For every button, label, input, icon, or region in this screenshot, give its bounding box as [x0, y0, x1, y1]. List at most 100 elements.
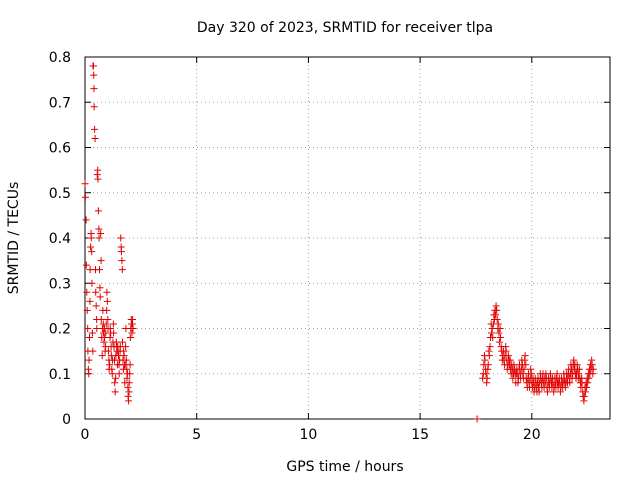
data-point — [90, 103, 98, 111]
data-point — [575, 370, 583, 378]
data-point — [89, 62, 97, 70]
data-point — [88, 248, 96, 256]
data-point — [492, 302, 500, 310]
data-point — [580, 392, 588, 400]
data-point — [493, 315, 501, 323]
data-point — [88, 329, 96, 337]
data-point — [495, 329, 503, 337]
data-point — [100, 338, 108, 346]
data-point — [96, 284, 104, 292]
data-point — [104, 315, 112, 323]
data-point — [553, 370, 561, 378]
y-tick-label: 0.1 — [49, 367, 71, 383]
data-point — [96, 266, 104, 274]
data-point — [106, 334, 114, 342]
data-point — [543, 388, 551, 396]
y-tick-label: 0.3 — [49, 276, 71, 292]
data-point — [585, 374, 593, 382]
data-point — [82, 216, 90, 224]
data-point — [84, 325, 92, 332]
data-point — [97, 257, 105, 265]
data-point — [109, 320, 117, 328]
data-point — [95, 225, 103, 233]
data-point — [122, 343, 130, 351]
y-tick-label: 0.2 — [49, 322, 71, 338]
data-point — [82, 261, 90, 269]
data-point — [81, 193, 89, 201]
data-point — [584, 379, 592, 387]
y-tick-label: 0 — [62, 412, 71, 428]
y-tick-label: 0.4 — [49, 231, 71, 247]
data-point — [527, 370, 535, 378]
x-axis-title: GPS time / hours — [286, 459, 403, 475]
data-point — [83, 288, 91, 296]
data-point — [561, 383, 569, 391]
data-point — [88, 279, 96, 287]
data-point — [527, 365, 535, 373]
data-point — [123, 365, 131, 373]
data-point — [86, 297, 94, 305]
data-point — [96, 293, 104, 301]
data-point — [494, 320, 502, 328]
data-point — [118, 266, 126, 274]
data-point — [110, 329, 118, 337]
data-point — [492, 311, 500, 319]
data-point — [473, 415, 481, 423]
data-point — [581, 388, 589, 396]
data-point — [126, 361, 134, 369]
data-point — [482, 370, 490, 378]
data-point — [481, 356, 489, 364]
data-point — [521, 352, 529, 360]
data-point — [488, 329, 496, 337]
data-point — [119, 338, 127, 346]
data-point — [104, 347, 112, 355]
data-point — [98, 352, 106, 360]
data-point — [484, 361, 492, 369]
data-point — [85, 370, 93, 378]
data-point — [118, 257, 126, 265]
chart-title: Day 320 of 2023, SRMTID for receiver tlp… — [197, 20, 493, 36]
data-point — [495, 338, 503, 346]
data-point — [106, 361, 114, 369]
data-point — [111, 379, 119, 387]
data-point — [583, 383, 591, 391]
data-point — [108, 370, 116, 378]
data-point — [493, 306, 501, 314]
data-point — [126, 370, 134, 378]
data-point — [535, 388, 543, 396]
data-point — [126, 334, 134, 342]
data-point — [120, 352, 128, 360]
data-point — [85, 356, 93, 364]
data-points — [81, 62, 597, 423]
data-point — [504, 352, 512, 360]
data-point — [117, 248, 125, 256]
data-point — [497, 334, 505, 342]
x-tick-label: 20 — [523, 427, 541, 443]
data-point — [129, 315, 137, 323]
y-tick-label: 0.5 — [49, 186, 71, 202]
data-point — [89, 347, 97, 355]
x-tick-label: 10 — [299, 427, 317, 443]
data-point — [506, 356, 514, 364]
data-point — [91, 134, 99, 142]
data-point — [85, 334, 93, 342]
plot-frame — [84, 56, 611, 420]
data-point — [128, 329, 136, 337]
data-point — [124, 383, 132, 391]
data-point — [92, 302, 100, 310]
data-point — [589, 365, 597, 373]
x-tick-label: 15 — [411, 427, 429, 443]
data-point — [83, 306, 91, 314]
data-point — [570, 356, 578, 364]
data-point — [94, 166, 102, 174]
y-tick-label: 0.8 — [49, 50, 71, 66]
data-point — [485, 352, 493, 360]
x-tick-label: 5 — [192, 427, 201, 443]
data-point — [90, 85, 98, 93]
y-tick-label: 0.7 — [49, 95, 71, 111]
data-point — [103, 288, 111, 296]
data-point — [95, 234, 103, 242]
data-point — [94, 175, 102, 183]
data-point — [117, 234, 125, 242]
data-point — [112, 374, 120, 382]
